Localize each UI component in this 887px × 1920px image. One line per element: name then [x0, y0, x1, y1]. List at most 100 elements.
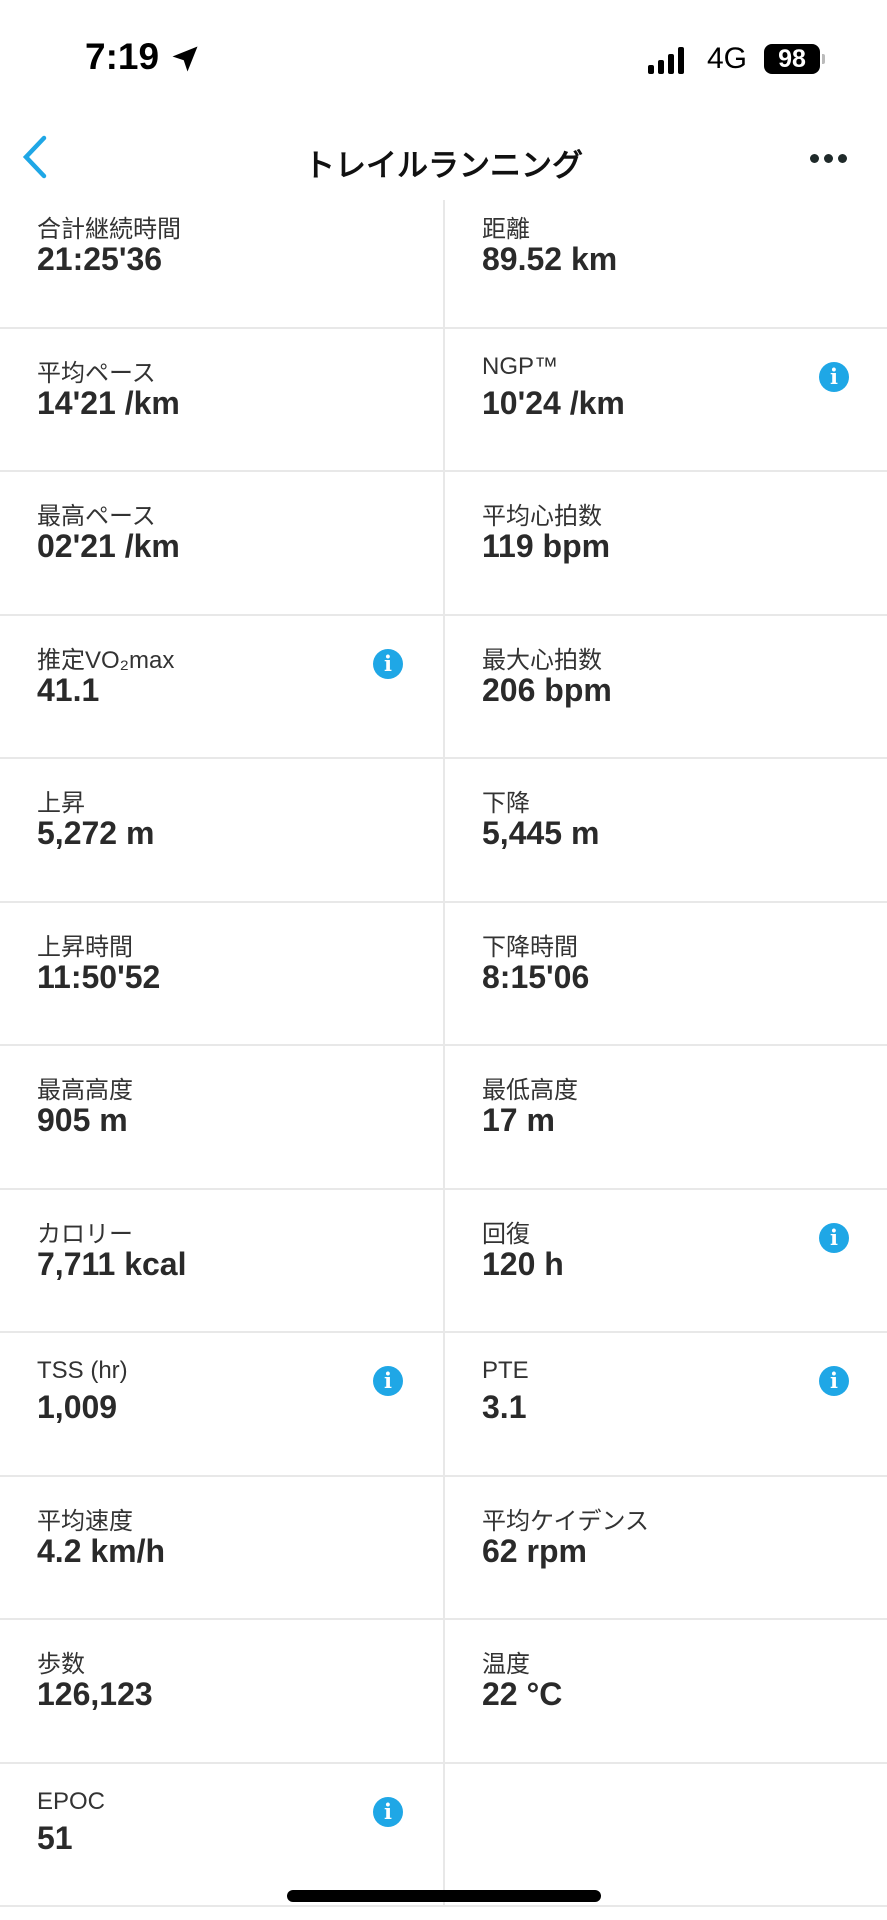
- stat-value: 51: [37, 1819, 73, 1856]
- stat-cell: 最高ペース 02'21 /km: [0, 472, 445, 614]
- stat-cell: TSS (hr) 1,009 i: [0, 1333, 445, 1475]
- chevron-left-icon[interactable]: [18, 132, 52, 182]
- stat-label: TSS (hr): [37, 1357, 128, 1384]
- stats-row: TSS (hr) 1,009 i PTE 3.1 i: [0, 1333, 887, 1477]
- stat-value: 10'24 /km: [482, 384, 625, 421]
- page-title: トレイルランニング: [304, 148, 583, 183]
- stat-value: 120 h: [482, 1245, 564, 1282]
- stat-cell: 平均速度 4.2 km/h: [0, 1476, 445, 1618]
- stat-cell: 最低高度 17 m: [445, 1046, 887, 1188]
- ellipsis-icon: [838, 153, 847, 163]
- info-icon[interactable]: i: [373, 1366, 403, 1396]
- stat-label: EPOC: [37, 1787, 106, 1815]
- stat-value: 7,711 kcal: [37, 1245, 187, 1282]
- stats-row: 平均速度 4.2 km/h 平均ケイデンス 62 rpm: [0, 1476, 887, 1620]
- stat-label: 合計継続時間: [37, 216, 181, 243]
- stat-value: 22 °C: [482, 1676, 563, 1712]
- network-type: 4G: [707, 42, 748, 75]
- stat-label: 歩数: [37, 1651, 85, 1678]
- stat-cell: [445, 1764, 887, 1906]
- home-indicator[interactable]: [287, 1890, 601, 1902]
- stat-cell: 下降 5,445 m: [445, 759, 887, 901]
- stat-value: 41.1: [37, 671, 100, 708]
- stat-value: 5,445 m: [482, 815, 600, 851]
- stat-label: カロリー: [37, 1220, 133, 1248]
- stats-row: 上昇時間 11:50'52 下降時間 8:15'06: [0, 902, 887, 1046]
- stat-label: 下降: [482, 790, 530, 817]
- stat-cell: 最高高度 905 m: [0, 1046, 445, 1188]
- nav-header: トレイルランニング: [0, 120, 887, 200]
- stat-cell: 平均心拍数 119 bpm: [445, 472, 887, 614]
- ellipsis-icon: [824, 153, 833, 163]
- battery-icon: 98: [764, 44, 820, 74]
- stat-cell: NGP™ 10'24 /km i: [445, 329, 887, 471]
- stats-row: EPOC 51 i: [0, 1763, 887, 1907]
- stat-value: 5,272 m: [37, 815, 155, 851]
- stat-cell: 上昇 5,272 m: [0, 759, 445, 901]
- stat-cell: EPOC 51 i: [0, 1763, 445, 1905]
- stats-row: 最高高度 905 m 最低高度 17 m: [0, 1046, 887, 1190]
- stat-value: 21:25'36: [37, 241, 163, 277]
- stat-cell: 最大心拍数 206 bpm: [445, 616, 887, 758]
- stat-cell: 回復 120 h i: [445, 1190, 887, 1332]
- stat-label: PTE: [482, 1357, 529, 1384]
- status-bar: 7:19 4G 98: [0, 0, 887, 120]
- stat-value: 02'21 /km: [37, 528, 180, 564]
- stat-label: 距離: [482, 216, 530, 243]
- stat-cell: 距離 89.52 km: [445, 185, 887, 327]
- stat-label: 回復: [482, 1220, 530, 1248]
- stats-row: 歩数 126,123 温度 22 °C: [0, 1620, 887, 1764]
- info-icon[interactable]: i: [819, 1222, 849, 1253]
- stat-label: 上昇時間: [37, 933, 133, 961]
- info-icon[interactable]: i: [819, 361, 849, 392]
- stat-value: 126,123: [37, 1676, 153, 1712]
- stat-label: 平均ペース: [37, 359, 156, 387]
- stat-value: 3.1: [482, 1389, 527, 1425]
- stat-label: 温度: [482, 1651, 530, 1678]
- stats-row: カロリー 7,711 kcal 回復 120 h i: [0, 1189, 887, 1333]
- info-icon[interactable]: i: [373, 1796, 403, 1827]
- stat-label: 最高高度: [37, 1077, 133, 1104]
- stat-cell: 平均ケイデンス 62 rpm: [445, 1477, 887, 1619]
- stats-row: 合計継続時間 21:25'36 距離 89.52 km: [0, 185, 887, 329]
- stat-cell: 温度 22 °C: [445, 1620, 887, 1762]
- stat-cell: 下降時間 8:15'06: [445, 903, 887, 1045]
- stat-cell: 推定VO₂max 41.1 i: [0, 615, 445, 757]
- stat-value: 905 m: [37, 1102, 128, 1138]
- stat-value: 14'21 /km: [37, 384, 180, 421]
- stat-cell: 歩数 126,123: [0, 1620, 445, 1762]
- stat-value: 206 bpm: [482, 671, 612, 708]
- stats-row: 上昇 5,272 m 下降 5,445 m: [0, 759, 887, 903]
- stat-label: 推定VO₂max: [37, 646, 175, 674]
- ellipsis-icon: [810, 153, 819, 163]
- stat-label: 最大心拍数: [482, 646, 602, 674]
- stat-cell: カロリー 7,711 kcal: [0, 1189, 445, 1331]
- stat-label: 下降時間: [482, 933, 578, 961]
- stat-value: 8:15'06: [482, 958, 590, 995]
- stat-value: 62 rpm: [482, 1532, 587, 1569]
- clock: 7:19: [85, 36, 160, 77]
- stat-label: 平均ケイデンス: [482, 1507, 650, 1535]
- info-icon[interactable]: i: [819, 1366, 849, 1396]
- more-options-button[interactable]: [810, 146, 860, 170]
- stats-row: 平均ペース 14'21 /km NGP™ 10'24 /km i: [0, 328, 887, 472]
- stat-cell: 合計継続時間 21:25'36: [0, 185, 445, 327]
- stats-row: 推定VO₂max 41.1 i 最大心拍数 206 bpm: [0, 615, 887, 759]
- stat-value: 89.52 km: [482, 241, 618, 277]
- stat-value: 17 m: [482, 1102, 555, 1138]
- stat-cell: 平均ペース 14'21 /km: [0, 328, 445, 470]
- stat-cell: 上昇時間 11:50'52: [0, 902, 445, 1044]
- info-icon[interactable]: i: [373, 648, 403, 679]
- stat-label: 平均速度: [37, 1507, 133, 1535]
- stats-grid: 合計継続時間 21:25'36 距離 89.52 km 平均ペース 14'21 /km NG…: [0, 185, 887, 1907]
- battery-tip: [822, 54, 825, 64]
- stat-label: NGP™: [482, 352, 559, 380]
- stat-value: 1,009: [37, 1389, 118, 1425]
- stat-value: 4.2 km/h: [37, 1532, 166, 1569]
- stat-cell: PTE 3.1 i: [445, 1333, 887, 1475]
- stat-label: 平均心拍数: [482, 503, 602, 530]
- stat-value: 11:50'52: [37, 958, 161, 995]
- signal-icon: [648, 46, 684, 74]
- stat-label: 最高ペース: [37, 503, 156, 530]
- stat-value: 119 bpm: [482, 528, 611, 564]
